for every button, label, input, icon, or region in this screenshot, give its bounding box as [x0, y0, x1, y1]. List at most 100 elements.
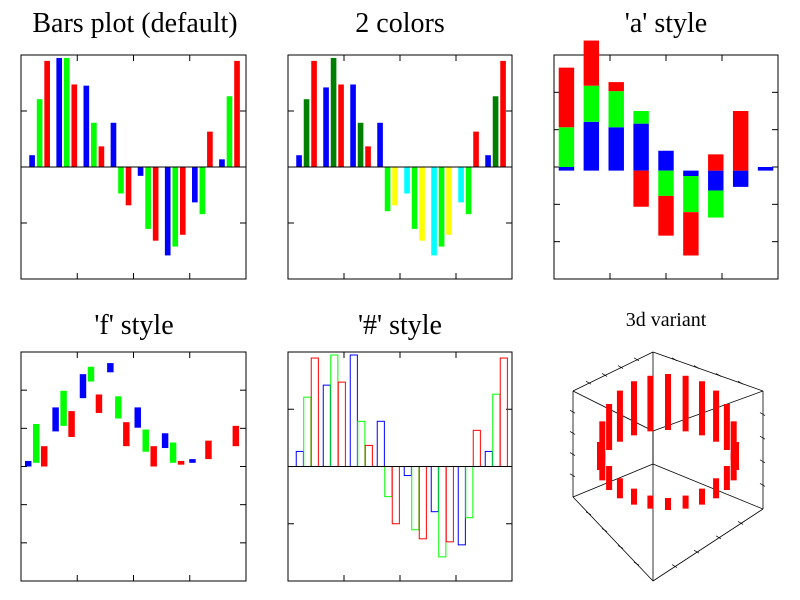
bar-1-0-0	[296, 155, 302, 167]
bar-3d-21	[713, 390, 720, 442]
box-tick-5-1	[671, 564, 678, 568]
title-bars-default: Bars plot (default)	[32, 8, 237, 39]
bar-4-2-4	[418, 466, 427, 540]
bar-2-2-3	[633, 170, 649, 207]
bar-1-0-6	[458, 167, 464, 203]
bar-3d-6	[665, 498, 671, 510]
bar-1-0-1	[323, 87, 329, 167]
bar-3-2-6	[205, 440, 212, 460]
bar-1-1-2	[357, 122, 364, 167]
bar-0-2-7	[234, 60, 240, 167]
box-tick-0-3	[617, 365, 624, 369]
bar-3d-16	[631, 381, 637, 436]
box-edge-6	[572, 390, 654, 432]
bar-1-2-6	[473, 131, 479, 167]
bar-1-2-3	[392, 167, 398, 206]
bar-2-0-5	[683, 170, 699, 177]
bar-0-2-0	[44, 60, 50, 167]
bar-3-1-2	[87, 366, 95, 382]
bar-4-2-5	[445, 466, 454, 543]
bar-4-2-0	[310, 357, 319, 467]
bar-3-2-3	[123, 422, 130, 447]
bar-0-2-6	[207, 131, 213, 167]
box-tick-5-4	[737, 521, 744, 525]
bar-3d-9	[616, 478, 623, 499]
bar-4-0-5	[430, 466, 439, 513]
box-tick-0-2	[601, 373, 608, 377]
bar-3-1-0	[32, 424, 40, 463]
bar-4-0-1	[322, 384, 331, 468]
bar-1-1-0	[303, 99, 310, 167]
bar-0-1-2	[91, 122, 97, 167]
bar-4-2-6	[472, 429, 481, 467]
bar-1-1-1	[330, 57, 337, 167]
bar-4-2-2	[364, 444, 373, 468]
bar-3d-14	[606, 404, 613, 450]
box-edge-3	[652, 508, 764, 582]
bar-3-2-2	[95, 394, 103, 413]
bar-0-0-1	[56, 57, 63, 167]
box-tick-1-4	[737, 380, 744, 385]
bar-2-2-4	[658, 195, 674, 236]
bar-1-1-4	[411, 167, 418, 229]
bar-2-0-1	[583, 121, 600, 171]
bar-3d-19	[682, 375, 689, 432]
box-tick-3-1	[569, 409, 576, 414]
box-tick-4-2	[601, 528, 608, 532]
bar-0-1-4	[145, 167, 151, 229]
bar-0-2-4	[152, 167, 159, 241]
bar-4-1-7	[492, 393, 501, 467]
bar-2-2-7	[732, 111, 749, 171]
bar-2-0-7	[732, 170, 749, 187]
bar-2-0-8	[757, 167, 774, 171]
bar-3d-10	[606, 466, 613, 490]
bar-4-1-1	[330, 354, 339, 467]
box-tick-2-4	[759, 483, 766, 487]
bar-2-2-2	[608, 82, 624, 92]
bar-0-0-4	[137, 167, 144, 176]
bar-1-0-2	[350, 84, 356, 167]
bar-1-0-4	[404, 167, 410, 194]
bar-2-0-0	[558, 167, 575, 171]
bar-3-1-4	[142, 429, 149, 452]
bar-2-1-4	[658, 170, 674, 196]
box-tick-0-4	[633, 357, 640, 362]
bar-3-1-3	[115, 396, 122, 419]
bar-0-0-5	[164, 167, 171, 256]
bar-4-0-0	[295, 450, 304, 467]
bar-0-2-3	[125, 167, 132, 206]
bar-3d-13	[599, 421, 606, 460]
bar-4-1-5	[438, 466, 447, 558]
bar-4-0-2	[349, 354, 358, 467]
bar-3d-20	[699, 381, 705, 436]
bar-1-1-7	[492, 96, 499, 167]
bar-4-0-6	[457, 466, 466, 546]
bar-4-1-6	[465, 466, 474, 519]
bar-3-0-0	[25, 460, 32, 467]
bar-2-2-1	[583, 40, 600, 86]
bar-1-1-5	[438, 167, 445, 247]
box-tick-5-3	[715, 535, 722, 540]
bar-0-0-7	[219, 159, 225, 167]
bar-0-1-3	[118, 167, 124, 194]
bar-0-2-5	[179, 167, 186, 235]
bar-2-2-0	[558, 67, 575, 128]
box-tick-4-4	[633, 561, 640, 566]
bar-2-2-6	[708, 154, 724, 171]
bar-2-1-2	[608, 91, 624, 128]
bar-3d-5	[682, 495, 689, 509]
bar-1-0-5	[431, 167, 437, 256]
bar-3d-17	[647, 375, 654, 432]
box-tick-1-1	[671, 357, 678, 362]
bar-3-2-1	[68, 411, 75, 437]
bar-0-0-6	[192, 167, 198, 203]
bar-0-2-1	[71, 84, 78, 167]
title-f-style: 'f' style	[94, 310, 173, 341]
bar-3d-8	[631, 488, 637, 505]
bar-3d-1	[730, 453, 737, 481]
bar-0-2-2	[98, 146, 105, 167]
bar-3d-23	[730, 421, 737, 460]
bar-3-0-4	[134, 407, 141, 428]
box-tick-2-1	[759, 412, 766, 416]
